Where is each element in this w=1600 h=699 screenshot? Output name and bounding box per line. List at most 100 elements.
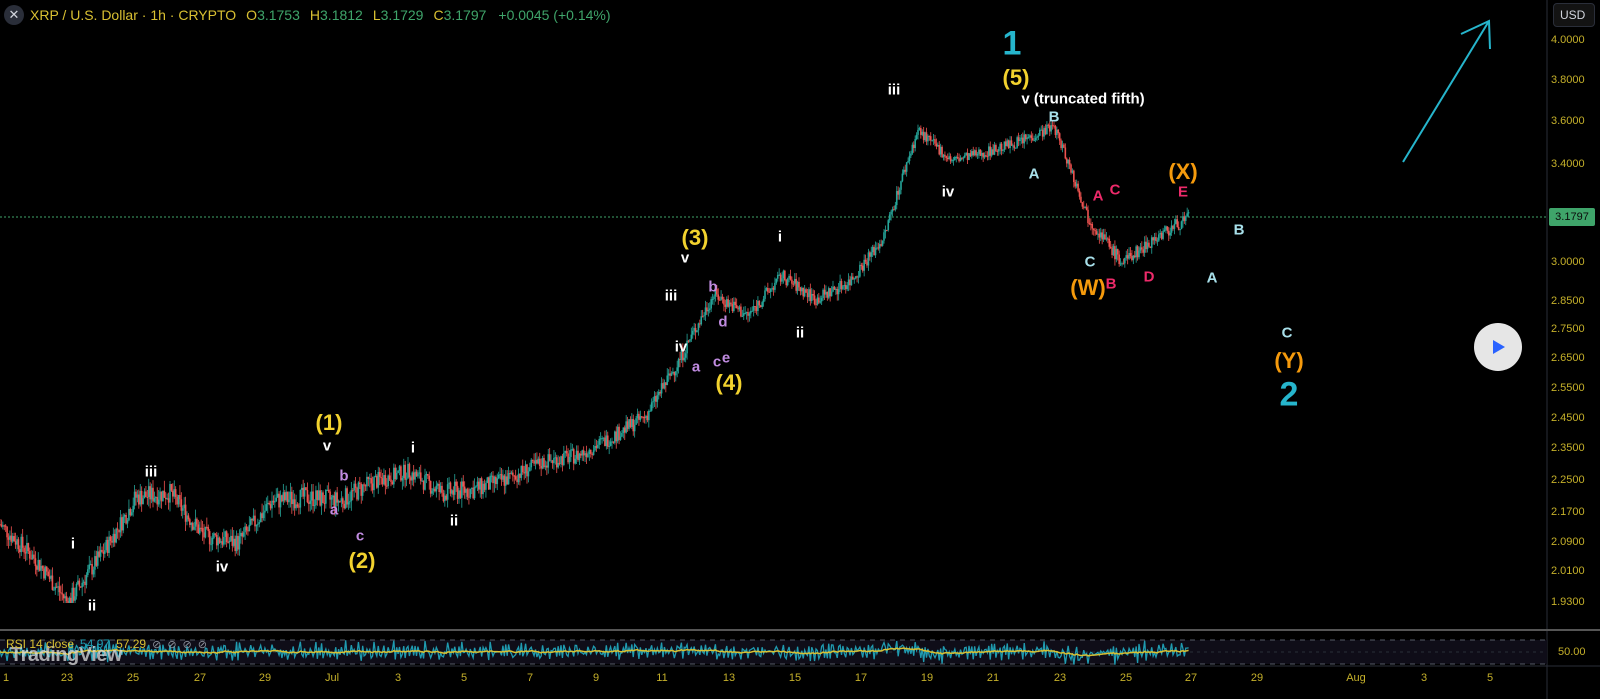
wave-label[interactable]: ii	[795, 324, 805, 342]
wave-label[interactable]: v	[680, 249, 690, 267]
wave-label[interactable]: iv	[215, 558, 229, 576]
tradingview-watermark: TradingView	[10, 644, 122, 666]
wave-label[interactable]: (Y)	[1274, 348, 1304, 373]
time-tick: 27	[1184, 672, 1198, 684]
wave-label[interactable]: 2	[1279, 375, 1299, 414]
time-tick: 17	[854, 672, 868, 684]
symbol-legend: ✕ XRP / U.S. Dollar · 1h · CRYPTO O3.175…	[4, 4, 611, 26]
wave-label[interactable]: d	[718, 313, 728, 331]
hidden-eye-icon[interactable]: ⊘	[167, 638, 177, 651]
price-tick: 4.0000	[1551, 34, 1585, 46]
wave-label[interactable]: a	[329, 501, 339, 519]
rsi-line	[0, 640, 1189, 665]
wave-label[interactable]: iii	[144, 463, 158, 481]
wave-label[interactable]: (3)	[681, 225, 709, 250]
wave-label[interactable]: C	[1084, 253, 1096, 271]
time-tick: 11	[656, 672, 668, 684]
wave-label[interactable]: b	[708, 278, 718, 296]
hidden-eye-icon[interactable]: ⊘	[197, 638, 207, 651]
ohlc-low: L3.1729	[372, 7, 424, 23]
time-tick: 23	[60, 672, 74, 684]
time-tick: Jul	[324, 672, 340, 684]
time-tick: 23	[1053, 672, 1067, 684]
price-tick: 3.6000	[1551, 115, 1585, 127]
time-tick: 7	[526, 672, 534, 684]
rsi-value: 54.97	[80, 637, 111, 651]
time-tick: 21	[986, 672, 1000, 684]
time-tick: 9	[592, 672, 600, 684]
wave-label[interactable]: A	[1028, 165, 1040, 183]
price-tick: 2.2500	[1551, 474, 1585, 486]
wave-label[interactable]: v	[322, 437, 332, 455]
wave-label[interactable]: B	[1105, 275, 1117, 293]
price-change: +0.0045 (+0.14%)	[498, 7, 611, 23]
wave-label[interactable]: v (truncated fifth)	[1021, 90, 1145, 108]
time-tick: 29	[1250, 672, 1264, 684]
wave-label[interactable]: C	[1109, 181, 1121, 199]
time-tick: 13	[722, 672, 736, 684]
symbol-title[interactable]: XRP / U.S. Dollar · 1h · CRYPTO	[30, 7, 237, 23]
wave-label[interactable]: C	[1281, 324, 1293, 342]
time-tick: 1	[2, 672, 10, 684]
time-tick: 5	[1486, 672, 1494, 684]
price-tick: 2.4500	[1551, 412, 1585, 424]
wave-label[interactable]: i	[70, 535, 76, 553]
wave-label[interactable]: A	[1206, 269, 1218, 287]
currency-button[interactable]: USD	[1553, 3, 1595, 27]
wave-label[interactable]: c	[355, 527, 365, 545]
time-tick: 25	[126, 672, 140, 684]
price-tick: 2.0900	[1551, 536, 1585, 548]
price-tick: 3.4000	[1551, 158, 1585, 170]
time-tick: 3	[394, 672, 402, 684]
wave-label[interactable]: (W)	[1070, 275, 1106, 300]
wave-label[interactable]: a	[691, 358, 701, 376]
rsi-axis-label: 50.00	[1558, 646, 1586, 658]
time-tick: 27	[193, 672, 207, 684]
wave-label[interactable]: 1	[1002, 24, 1022, 63]
wave-label[interactable]: iii	[664, 287, 678, 305]
wave-label[interactable]: D	[1143, 268, 1155, 286]
wave-label[interactable]: b	[339, 467, 349, 485]
time-tick: 19	[920, 672, 934, 684]
hidden-eye-icon[interactable]: ⊘	[152, 638, 162, 651]
close-icon[interactable]: ✕	[4, 5, 24, 25]
wave-label[interactable]: (2)	[348, 548, 376, 573]
wave-label[interactable]: ii	[87, 597, 97, 615]
trend-arrow-icon[interactable]	[1402, 19, 1491, 163]
wave-label[interactable]: c	[712, 353, 722, 371]
play-button[interactable]	[1474, 323, 1522, 371]
rsi-legend: RSI 14 close 54.97 57.29 ⊘ ⊘ ⊘ ⊘	[6, 637, 207, 651]
wave-label[interactable]: (5)	[1002, 65, 1030, 90]
wave-label[interactable]: iv	[941, 183, 955, 201]
price-tick: 2.1700	[1551, 506, 1585, 518]
wave-label[interactable]: B	[1048, 108, 1060, 126]
wave-label[interactable]: iii	[887, 81, 901, 99]
wave-label[interactable]: (4)	[715, 370, 743, 395]
wave-label[interactable]: i	[777, 228, 783, 246]
wave-label[interactable]: ii	[449, 512, 459, 530]
wave-label[interactable]: E	[1177, 183, 1189, 201]
wave-label[interactable]: B	[1233, 221, 1245, 239]
ohlc-close: C3.1797	[433, 7, 487, 23]
time-tick: Aug	[1346, 672, 1366, 684]
time-tick: 15	[788, 672, 802, 684]
rsi-ma-line	[0, 647, 1189, 657]
ohlc-high: H3.1812	[309, 7, 363, 23]
wave-label[interactable]: (1)	[315, 410, 343, 435]
hidden-eye-icon[interactable]: ⊘	[182, 638, 192, 651]
wave-label[interactable]: i	[410, 439, 416, 457]
wave-label[interactable]: e	[721, 349, 731, 367]
last-price-label: 3.1797	[1549, 208, 1595, 226]
wave-label[interactable]: (X)	[1168, 159, 1198, 184]
price-tick: 2.5500	[1551, 382, 1585, 394]
price-tick: 3.8000	[1551, 74, 1585, 86]
wave-label[interactable]: A	[1092, 187, 1104, 205]
price-tick: 2.8500	[1551, 295, 1585, 307]
play-icon	[1493, 340, 1505, 354]
time-tick: 29	[258, 672, 272, 684]
time-tick: 3	[1420, 672, 1428, 684]
candlestick-series	[0, 121, 1190, 603]
wave-label[interactable]: iv	[674, 338, 688, 356]
